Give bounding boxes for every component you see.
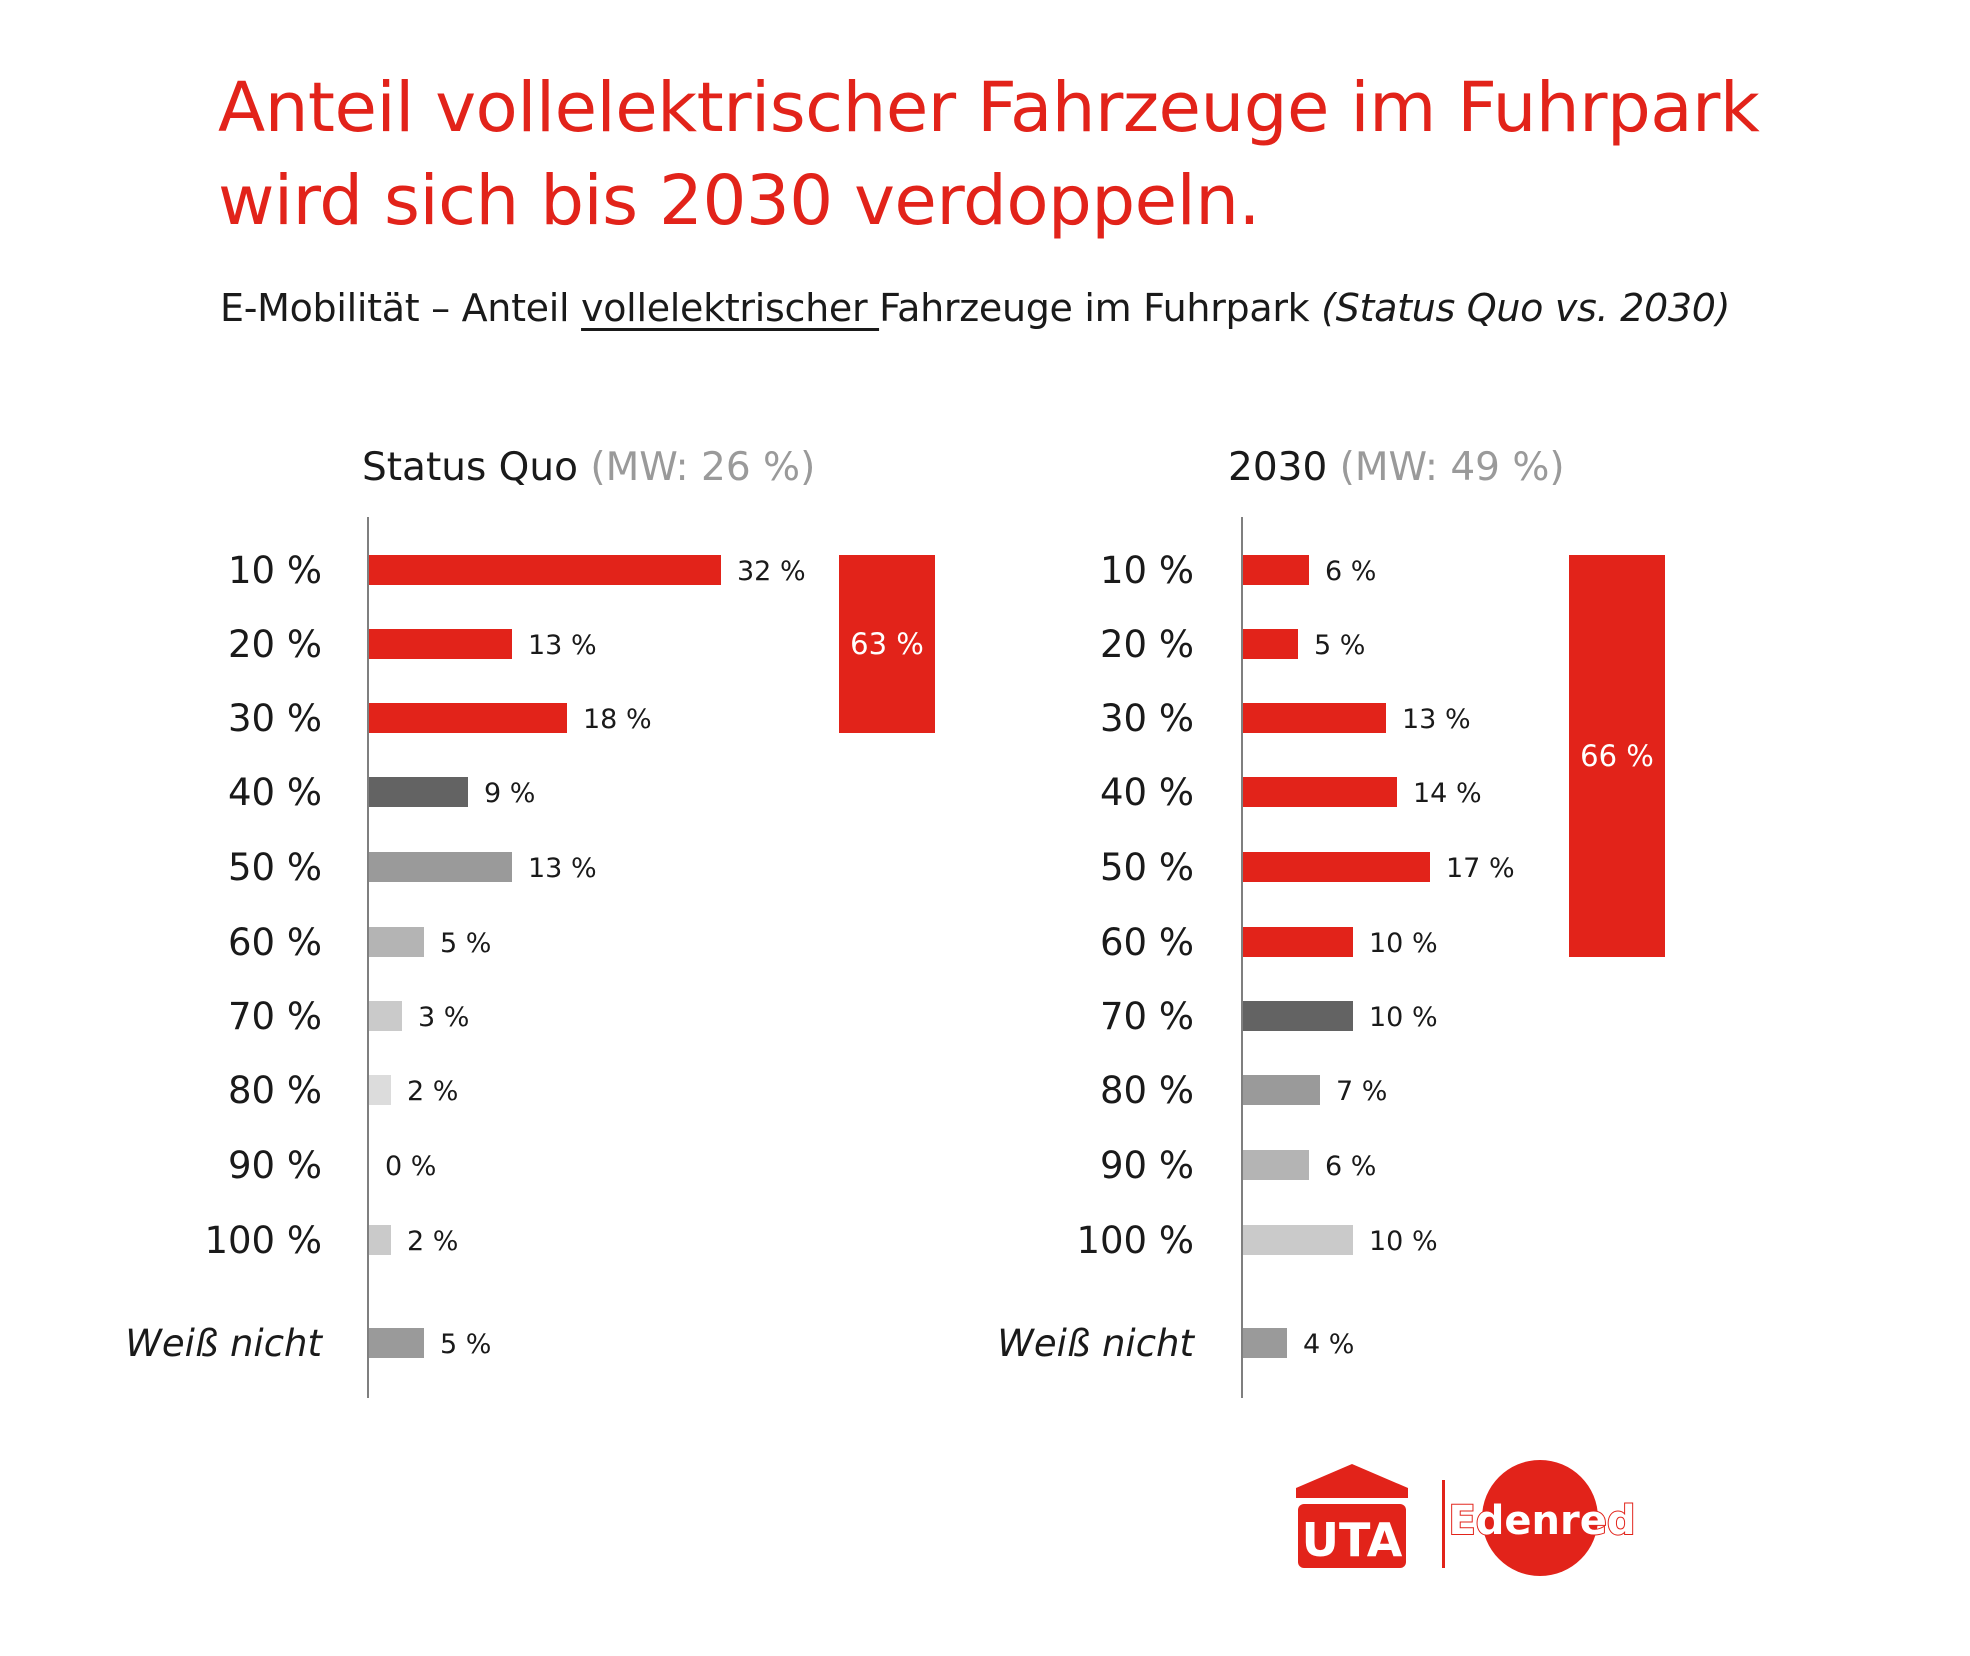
bar (1243, 555, 1309, 585)
bar (1243, 927, 1353, 957)
bar-panel-2030: 10 % 6 % 20 % 5 % 30 % 13 % 40 % 14 % 50 % 17 % 60… (997, 517, 1665, 1398)
data-label: 17 % (1446, 853, 1515, 884)
bar (1243, 703, 1386, 733)
category-label: 70 % (1100, 995, 1194, 1038)
panel-title: Status Quo (362, 445, 578, 490)
bar (369, 555, 721, 585)
category-label: 80 % (228, 1069, 322, 1112)
data-label: 2 % (407, 1226, 458, 1257)
group-total-bar (1569, 555, 1665, 957)
data-label: 6 % (1325, 1151, 1376, 1182)
category-label: 10 % (228, 549, 322, 592)
bar (1243, 1150, 1309, 1180)
chart-subtitle: E-Mobilität – Anteil vollelektrischer Fa… (220, 286, 1730, 330)
data-label: 13 % (528, 630, 597, 661)
edenred-logo-text: Edenred (1448, 1498, 1635, 1544)
category-label: 50 % (228, 846, 322, 889)
panel-mean: (MW: 26 %) (590, 445, 816, 490)
category-label: 60 % (1100, 921, 1194, 964)
category-label: 80 % (1100, 1069, 1194, 1112)
bar (369, 777, 468, 807)
category-label: 90 % (1100, 1144, 1194, 1187)
bar (1243, 777, 1397, 807)
subtitle-middle: Fahrzeuge im Fuhrpark (879, 286, 1322, 330)
bar (369, 629, 512, 659)
data-label: 13 % (1402, 704, 1471, 735)
bar (1243, 1001, 1353, 1031)
data-label: 2 % (407, 1076, 458, 1107)
uta-edenred-logo: UTA Edenred (1296, 1460, 1637, 1576)
data-label: 0 % (385, 1151, 436, 1182)
uta-logo-icon: UTA (1296, 1464, 1408, 1568)
uta-logo-text: UTA (1302, 1513, 1403, 1567)
category-label: 60 % (228, 921, 322, 964)
data-label: 14 % (1413, 778, 1482, 809)
data-label: 10 % (1369, 928, 1438, 959)
data-label: 4 % (1303, 1329, 1354, 1360)
subtitle-italic: (Status Quo vs. 2030) (1321, 286, 1731, 330)
bar-panel-status-quo: 10 % 32 % 20 % 13 % 30 % 18 % 40 % 9 % 50 % 13 % 6… (125, 517, 935, 1398)
category-label: 100 % (1076, 1219, 1194, 1262)
data-label: 32 % (737, 556, 806, 587)
category-label: Weiß nicht (125, 1322, 323, 1365)
category-label: 10 % (1100, 549, 1194, 592)
bar (1243, 629, 1298, 659)
title-line-2: wird sich bis 2030 verdoppeln. (218, 161, 1260, 241)
bar (1243, 1225, 1353, 1255)
bar (369, 1225, 391, 1255)
data-label: 18 % (583, 704, 652, 735)
bar (1243, 1075, 1320, 1105)
subtitle-underlined: vollelektrischer (581, 286, 880, 330)
category-label: 30 % (228, 697, 322, 740)
edenred-logo-icon: Edenred (1447, 1460, 1637, 1576)
chart-title: Anteil vollelektrischer Fahrzeuge im Fuh… (218, 62, 1918, 248)
data-label: 10 % (1369, 1226, 1438, 1257)
category-label: Weiß nicht (997, 1322, 1195, 1365)
category-label: 40 % (1100, 771, 1194, 814)
logo-divider (1442, 1480, 1445, 1568)
category-label: 40 % (228, 771, 322, 814)
title-line-1: Anteil vollelektrischer Fahrzeuge im Fuh… (218, 68, 1760, 148)
category-label: 70 % (228, 995, 322, 1038)
data-label: 7 % (1336, 1076, 1387, 1107)
bar (369, 927, 424, 957)
category-label: 100 % (204, 1219, 322, 1262)
category-label: 50 % (1100, 846, 1194, 889)
data-label: 10 % (1369, 1002, 1438, 1033)
bar (369, 1075, 391, 1105)
bar (369, 1328, 424, 1358)
group-total-label: 63 % (850, 627, 924, 661)
data-label: 13 % (528, 853, 597, 884)
panel-title-2030: 2030 (MW: 49 %) (1228, 445, 1565, 490)
group-total-label: 66 % (1580, 739, 1654, 773)
bar (369, 852, 512, 882)
category-label: 90 % (228, 1144, 322, 1187)
bar (1243, 1328, 1287, 1358)
subtitle-prefix: E-Mobilität – Anteil (220, 286, 582, 330)
category-label: 20 % (228, 623, 322, 666)
bar (369, 1001, 402, 1031)
data-label: 3 % (418, 1002, 469, 1033)
category-label: 20 % (1100, 623, 1194, 666)
bar (1243, 852, 1430, 882)
data-label: 5 % (440, 1329, 491, 1360)
panel-title-status-quo: Status Quo (MW: 26 %) (362, 445, 815, 490)
panel-mean: (MW: 49 %) (1339, 445, 1565, 490)
data-label: 9 % (484, 778, 535, 809)
data-label: 5 % (1314, 630, 1365, 661)
data-label: 5 % (440, 928, 491, 959)
group-total-bar (839, 555, 935, 733)
panel-title: 2030 (1228, 445, 1328, 490)
bar (369, 703, 567, 733)
category-label: 30 % (1100, 697, 1194, 740)
data-label: 6 % (1325, 556, 1376, 587)
